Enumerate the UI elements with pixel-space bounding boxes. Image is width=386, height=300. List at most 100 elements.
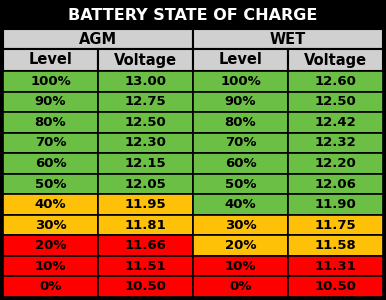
Bar <box>98 174 193 194</box>
Text: 50%: 50% <box>225 178 256 190</box>
Bar <box>288 277 383 297</box>
Bar <box>193 256 288 277</box>
Text: 90%: 90% <box>225 95 256 108</box>
Bar <box>193 236 288 256</box>
Bar <box>3 256 98 277</box>
Text: 70%: 70% <box>225 136 256 149</box>
Text: AGM: AGM <box>79 32 117 46</box>
Text: 12.20: 12.20 <box>315 157 356 170</box>
Text: 30%: 30% <box>225 219 256 232</box>
Text: 30%: 30% <box>35 219 66 232</box>
Text: 90%: 90% <box>35 95 66 108</box>
Text: 20%: 20% <box>225 239 256 252</box>
Text: 12.30: 12.30 <box>125 136 166 149</box>
Bar <box>193 29 383 49</box>
Bar <box>98 133 193 153</box>
Text: WET: WET <box>270 32 306 46</box>
Bar <box>3 215 98 236</box>
Bar <box>98 256 193 277</box>
Text: 10%: 10% <box>225 260 256 273</box>
Text: 12.60: 12.60 <box>315 75 356 88</box>
Bar <box>288 133 383 153</box>
Text: 13.00: 13.00 <box>125 75 166 88</box>
Bar <box>193 194 288 215</box>
Bar <box>3 174 98 194</box>
Text: 80%: 80% <box>225 116 256 129</box>
Bar <box>98 153 193 174</box>
Text: 10.50: 10.50 <box>125 280 166 293</box>
Bar <box>288 215 383 236</box>
Bar <box>98 92 193 112</box>
Bar <box>288 256 383 277</box>
Text: 12.42: 12.42 <box>315 116 356 129</box>
Text: 20%: 20% <box>35 239 66 252</box>
Bar <box>288 49 383 71</box>
Text: 12.06: 12.06 <box>315 178 356 190</box>
Bar <box>3 29 193 49</box>
Text: 50%: 50% <box>35 178 66 190</box>
Text: 11.58: 11.58 <box>315 239 356 252</box>
Text: Voltage: Voltage <box>114 52 177 68</box>
Text: 12.75: 12.75 <box>125 95 166 108</box>
Bar <box>3 49 98 71</box>
Bar <box>193 133 288 153</box>
Bar <box>98 71 193 92</box>
Bar <box>288 153 383 174</box>
Bar <box>98 112 193 133</box>
Bar <box>193 174 288 194</box>
Text: 10.50: 10.50 <box>315 280 356 293</box>
Text: 10%: 10% <box>35 260 66 273</box>
Text: 11.81: 11.81 <box>125 219 166 232</box>
Text: 60%: 60% <box>35 157 66 170</box>
Text: 60%: 60% <box>225 157 256 170</box>
Text: 80%: 80% <box>35 116 66 129</box>
Bar <box>193 153 288 174</box>
Bar <box>98 236 193 256</box>
Bar <box>3 133 98 153</box>
Bar <box>3 194 98 215</box>
Bar <box>3 112 98 133</box>
Text: 40%: 40% <box>225 198 256 211</box>
Bar <box>98 49 193 71</box>
Text: 0%: 0% <box>229 280 252 293</box>
Text: 100%: 100% <box>220 75 261 88</box>
Text: 40%: 40% <box>35 198 66 211</box>
Bar <box>288 194 383 215</box>
Text: 70%: 70% <box>35 136 66 149</box>
Text: BATTERY STATE OF CHARGE: BATTERY STATE OF CHARGE <box>68 8 318 23</box>
Bar <box>3 3 383 29</box>
Bar <box>288 71 383 92</box>
Bar <box>3 236 98 256</box>
Text: 0%: 0% <box>39 280 62 293</box>
Bar <box>98 215 193 236</box>
Text: 12.50: 12.50 <box>125 116 166 129</box>
Text: 11.75: 11.75 <box>315 219 356 232</box>
Text: 11.31: 11.31 <box>315 260 356 273</box>
Bar <box>193 71 288 92</box>
Bar <box>288 236 383 256</box>
Text: 12.50: 12.50 <box>315 95 356 108</box>
Bar <box>193 277 288 297</box>
Text: 12.15: 12.15 <box>125 157 166 170</box>
Text: Level: Level <box>218 52 262 68</box>
Text: 12.05: 12.05 <box>125 178 166 190</box>
Bar <box>3 71 98 92</box>
Bar <box>3 92 98 112</box>
Text: Level: Level <box>29 52 73 68</box>
Bar <box>3 277 98 297</box>
Bar <box>288 174 383 194</box>
Bar <box>193 49 288 71</box>
Text: 11.51: 11.51 <box>125 260 166 273</box>
Text: 100%: 100% <box>30 75 71 88</box>
Bar <box>3 153 98 174</box>
Bar <box>98 194 193 215</box>
Bar <box>288 92 383 112</box>
Text: 12.32: 12.32 <box>315 136 356 149</box>
Bar <box>193 112 288 133</box>
Text: 11.95: 11.95 <box>125 198 166 211</box>
Bar <box>98 277 193 297</box>
Text: Voltage: Voltage <box>304 52 367 68</box>
Text: 11.90: 11.90 <box>315 198 356 211</box>
Bar <box>193 92 288 112</box>
Bar <box>288 112 383 133</box>
